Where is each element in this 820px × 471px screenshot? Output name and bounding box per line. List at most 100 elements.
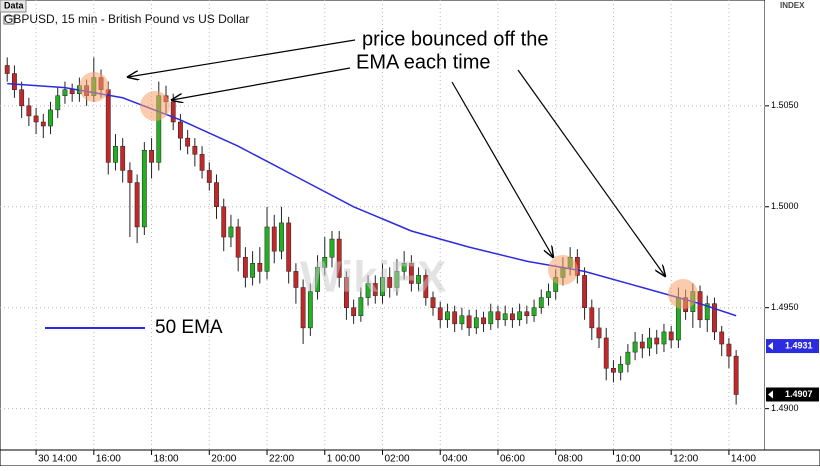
candle-body [55,95,61,111]
candle-body [647,337,652,349]
x-tick-label: 02:00 [385,454,410,465]
candle-body [712,303,717,333]
x-tick-label: 08:00 [558,454,583,465]
candle-body [719,331,725,345]
legend-label: 50 EMA [155,317,223,338]
tab-label: Data [4,0,25,10]
price-tag [766,387,819,402]
y-tick-label: 1.4900 [771,403,799,413]
candle-body [113,145,118,163]
x-tick-label: 14:00 [731,454,756,465]
candle-body [546,291,551,298]
candle-body [62,89,68,96]
candle-body [538,297,544,308]
candle-body [178,121,183,139]
candle-body [33,115,39,123]
candle-body [459,315,465,325]
arrow [451,81,553,257]
candle-body [603,337,609,369]
candle-body [170,101,176,123]
candle-body [632,341,638,353]
candle-body [149,149,154,163]
symbol-icon [3,15,15,25]
candle-body [704,303,710,321]
candle-body [733,355,739,395]
x-tick-label: 06:00 [500,454,525,465]
arrow [517,69,665,276]
chart-title: GBPUSD, 15 min - British Pound vs US Dol… [4,12,249,26]
candle-body [408,263,414,284]
y-tick-label: 1.5000 [771,201,799,211]
candle-body [452,311,458,325]
candle-body [437,307,443,321]
annotation-arrows [128,39,665,276]
candle-body [668,331,674,341]
x-tick-label: 30 14:00 [38,454,77,465]
candle-body [40,121,46,127]
price-tag [766,339,819,354]
candle-body [401,263,407,272]
candle-body [228,226,234,238]
candle-body [192,145,198,155]
axis-name: INDEX [780,1,805,10]
candle-body [531,307,537,317]
watermark: WikiFX [300,253,446,302]
price-tag-label: 1.4931 [785,340,813,350]
candle-body [466,315,472,329]
candle-body [105,89,111,163]
candle-body [445,311,450,321]
candle-body [257,263,263,272]
candle-body [286,222,292,272]
candle-body [19,89,25,107]
price-tag-label: 1.4907 [785,389,813,399]
x-tick-label: 12:00 [673,454,698,465]
candle-body [26,105,32,117]
candle-body [481,317,486,325]
candle-body [365,283,371,298]
candle-body [271,226,277,252]
candle-body [48,109,53,127]
x-tick-label: 04:00 [442,454,467,465]
candle-body [416,275,421,284]
tab-box [0,0,27,13]
x-tick-label: 22:00 [269,454,294,465]
candle-body [423,275,429,298]
candle-body [625,351,631,365]
candle-body [307,291,313,329]
candle-body [509,313,515,321]
candle-body [235,226,241,258]
candle-body [206,170,212,183]
candle-body [127,170,133,183]
candle-body [372,283,378,296]
candle-body [199,154,205,171]
candle-body [4,65,10,74]
candle-body [430,297,436,308]
candle-body [315,267,320,292]
candle-body [358,297,364,317]
candle-body [141,149,147,228]
highlight [140,91,170,121]
plot [0,0,765,450]
x-tick-label: 20:00 [211,454,236,465]
candle-body [69,89,75,94]
candle-body [495,311,501,321]
candle-body [242,256,248,278]
highlight [668,279,698,309]
candle-body [120,145,126,171]
candle-body [344,277,349,308]
highlight [79,72,109,102]
arrow [128,39,356,77]
candle-body [214,182,219,208]
candle-body [351,307,357,317]
candle-body [394,271,400,288]
candle-body [502,313,508,321]
candle-body [524,311,530,317]
candle-body [134,182,140,228]
annotation: price bounced off the [362,28,548,50]
price-tag-arrow [768,342,773,351]
candle-body [589,307,595,329]
candle-body [661,331,667,345]
candle-body [618,363,624,373]
x-tick-label: 18:00 [154,454,179,465]
candle-body [322,256,328,268]
